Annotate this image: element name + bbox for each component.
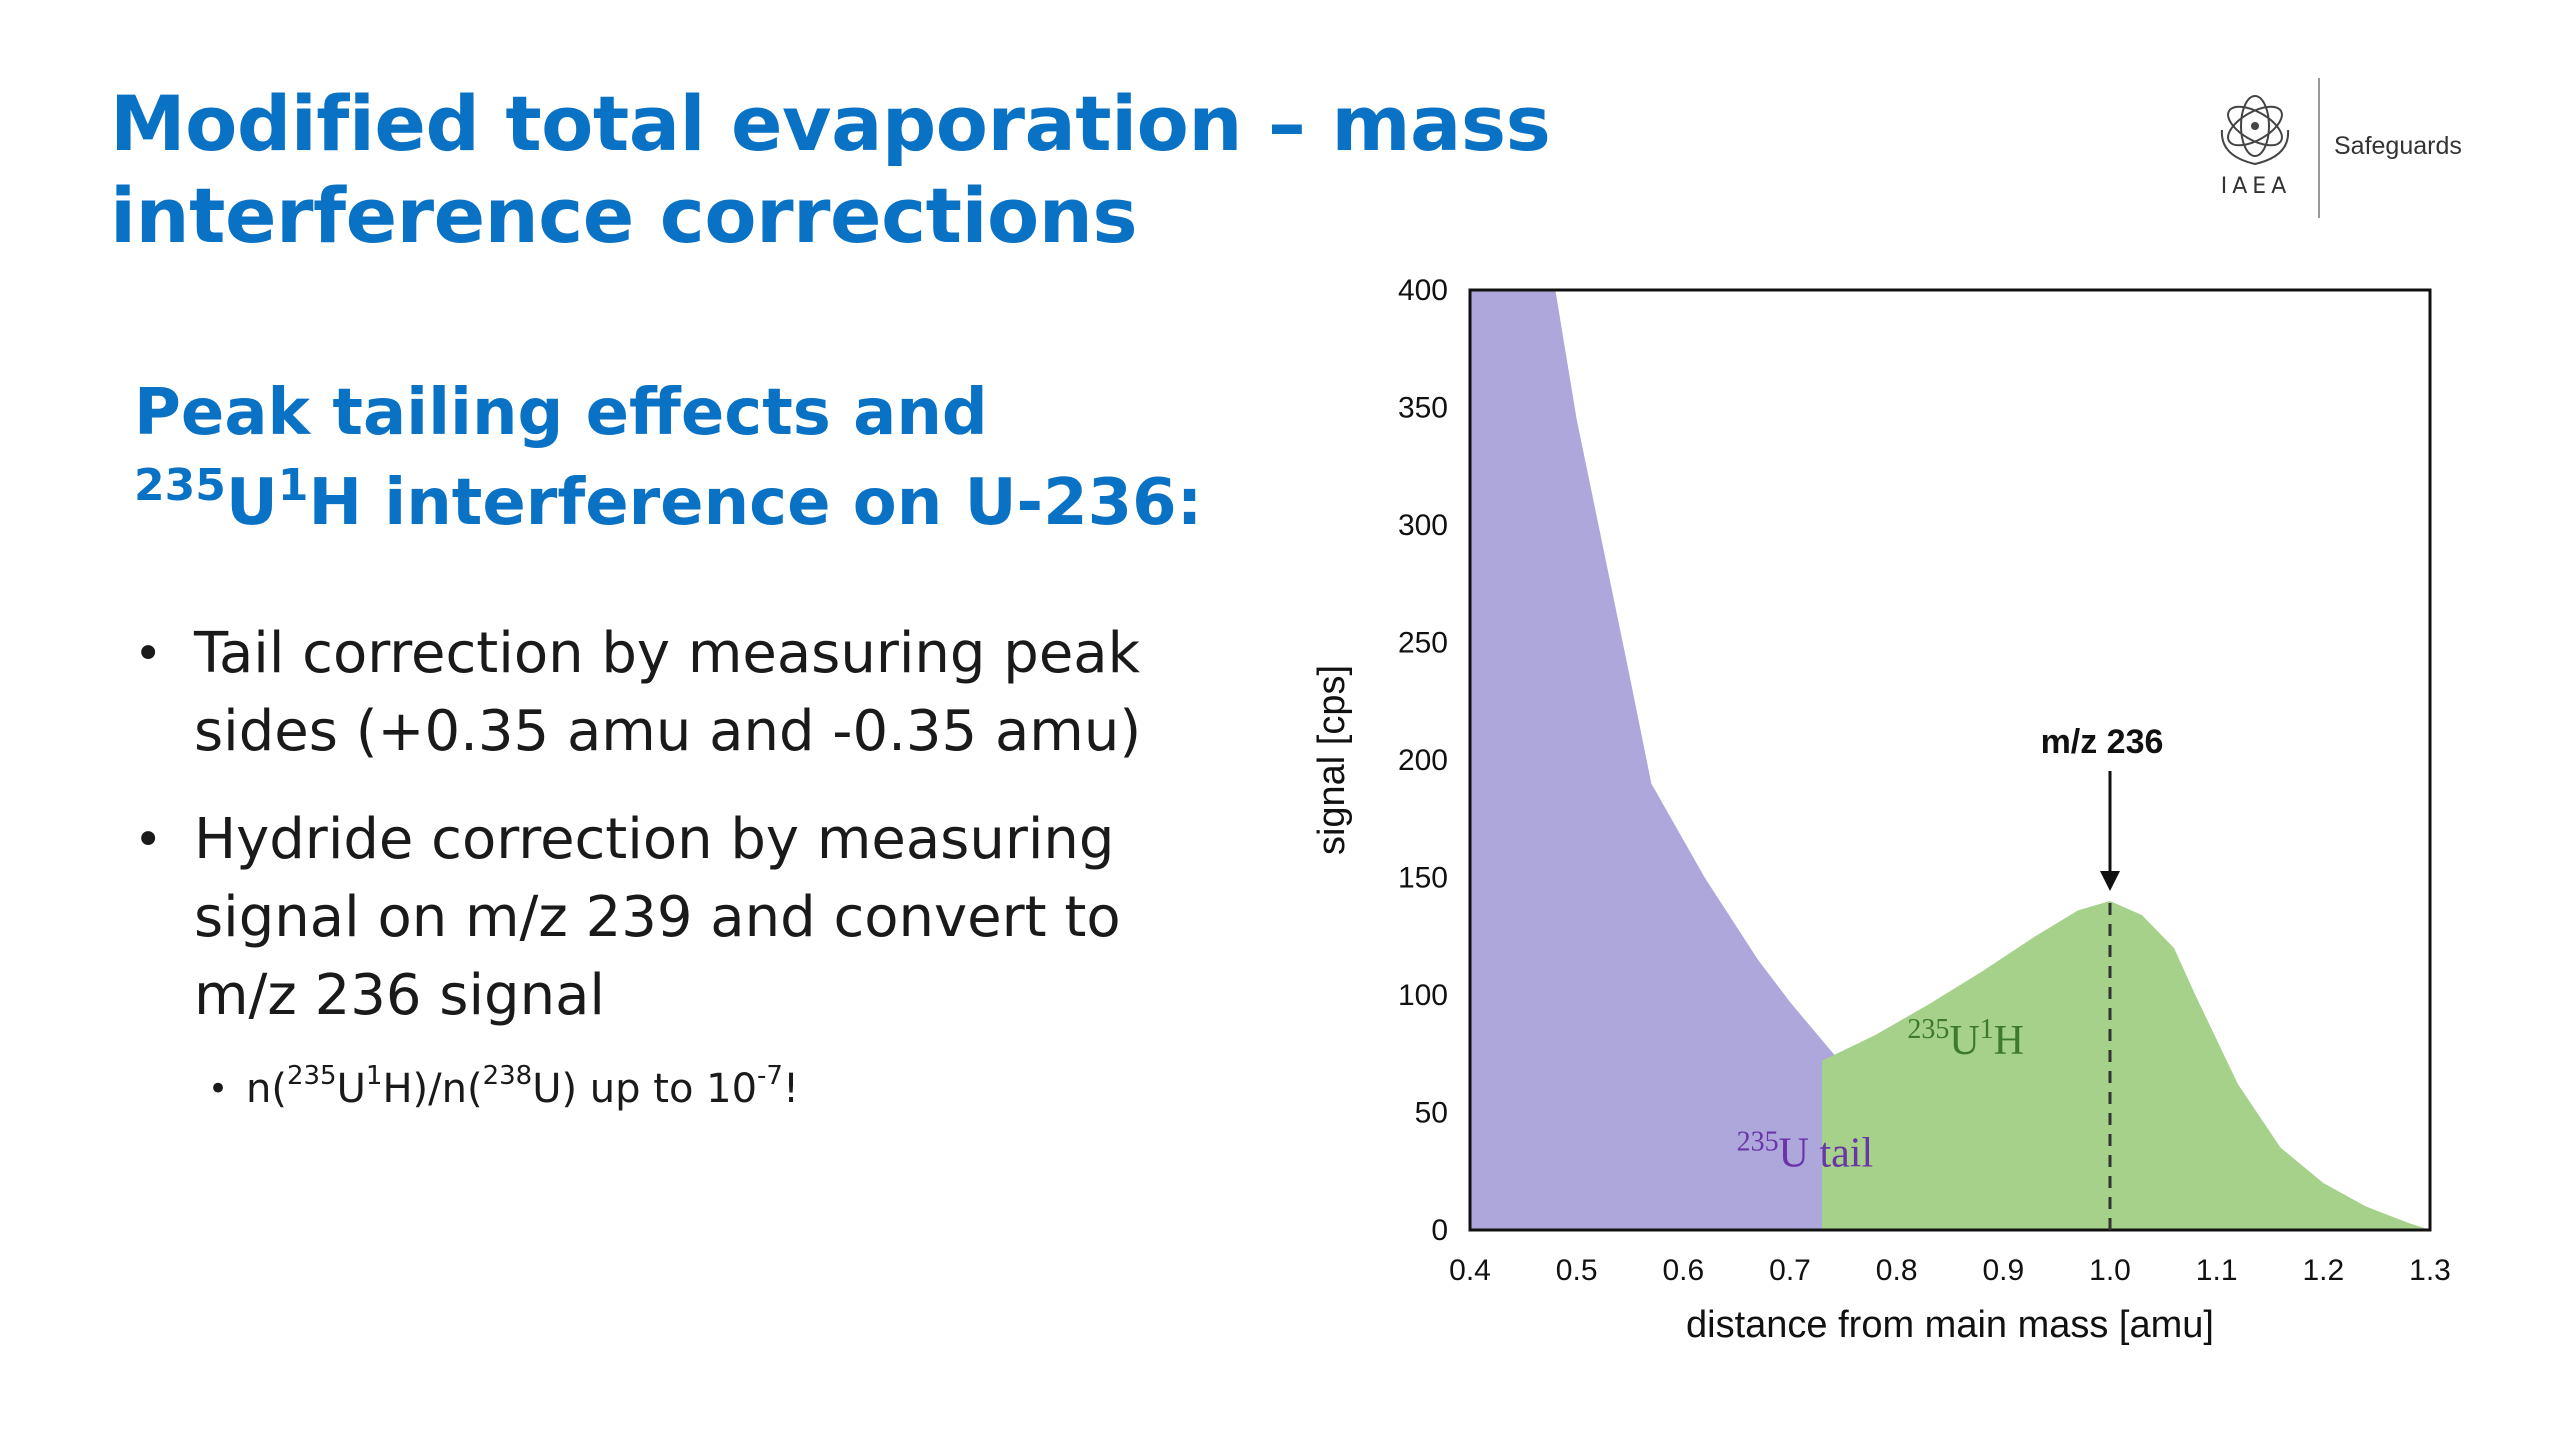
bullet-text: Hydride correction by measuring signal o… <box>194 807 1121 1028</box>
y-tick-label: 50 <box>1415 1097 1448 1130</box>
subheading-text-2: U <box>225 466 278 540</box>
x-tick-label: 0.6 <box>1662 1254 1704 1287</box>
subheading-text-3: H interference on U-236: <box>308 466 1203 540</box>
slide-title: Modified total evaporation – mass interf… <box>110 79 1551 260</box>
bullet-marker: • <box>134 812 163 868</box>
sub-bullet-text-4: U) up to 10 <box>532 1066 758 1112</box>
series-label-hydride: 235U1H <box>1907 1014 2024 1064</box>
section-subheading: Peak tailing effects and 235U1H interfer… <box>134 368 1234 548</box>
sub-bullet-sup-4: -7 <box>757 1061 783 1091</box>
series-area-1 <box>1822 901 2430 1230</box>
x-tick-label: 0.9 <box>1982 1254 2024 1287</box>
series-label-tail: 235U tail <box>1737 1126 1873 1176</box>
series-area-0 <box>1470 290 2430 1230</box>
logo-unit-label: Safeguards <box>2334 132 2462 160</box>
y-tick-label: 250 <box>1398 627 1448 660</box>
sub-bullet-item: • n(235U1H)/n(238U) up to 10-7! <box>134 1059 1234 1119</box>
x-tick-label: 0.7 <box>1769 1254 1811 1287</box>
y-tick-label: 350 <box>1398 392 1448 425</box>
x-tick-label: 0.5 <box>1556 1254 1598 1287</box>
signal-chart: 0.4 0.5 0.6 0.7 0.8 0.9 1.0 1.1 1.2 1.3 0 50 100 150 2… <box>1311 274 2451 1346</box>
y-tick-label: 400 <box>1398 274 1448 307</box>
sub-bullet-sup-1: 235 <box>286 1061 337 1091</box>
x-tick-label: 0.8 <box>1876 1254 1918 1287</box>
bullet-list: • Tail correction by measuring peak side… <box>134 615 1234 1119</box>
sub-bullet-sup-2: 1 <box>365 1061 383 1091</box>
x-tick-label: 1.0 <box>2089 1254 2131 1287</box>
subheading-sup-1: 235 <box>134 460 226 511</box>
iaea-logo: IAEA Safeguards <box>2200 78 2500 218</box>
sub-bullet-text-1: n( <box>246 1066 287 1112</box>
sub-bullet-sup-3: 238 <box>482 1061 533 1091</box>
bullet-marker: • <box>134 626 163 682</box>
logo-abbrev: IAEA <box>2220 174 2292 199</box>
x-tick-label: 0.4 <box>1449 1254 1491 1287</box>
plot-frame <box>1468 288 2432 1232</box>
bullet-text: Tail correction by measuring peak sides … <box>194 621 1142 764</box>
sub-bullet-text-5: ! <box>782 1066 800 1112</box>
bullet-item: • Tail correction by measuring peak side… <box>134 615 1234 771</box>
y-tick-label: 150 <box>1398 862 1448 895</box>
x-tick-label: 1.1 <box>2196 1254 2238 1287</box>
x-axis-label: distance from main mass [amu] <box>1686 1304 2214 1346</box>
sub-bullet-marker: • <box>208 1069 229 1109</box>
subheading-sup-2: 1 <box>277 460 309 511</box>
y-tick-label: 200 <box>1398 744 1448 777</box>
y-tick-label: 0 <box>1431 1214 1448 1247</box>
y-tick-label: 300 <box>1398 509 1448 542</box>
subheading-text-1: Peak tailing effects and <box>134 376 988 450</box>
x-tick-label: 1.3 <box>2409 1254 2451 1287</box>
y-tick-label: 100 <box>1398 979 1448 1012</box>
bullet-item: • Hydride correction by measuring signal… <box>134 801 1234 1035</box>
logo-divider <box>2318 78 2320 218</box>
sub-bullet-text-3: H)/n( <box>382 1066 483 1112</box>
sub-bullet-text-2: U <box>336 1066 366 1112</box>
y-axis-label: signal [cps] <box>1311 665 1353 855</box>
annotation-arrowhead <box>2100 871 2120 891</box>
x-tick-label: 1.2 <box>2302 1254 2344 1287</box>
iaea-emblem-icon <box>2220 95 2290 166</box>
annotation-label: m/z 236 <box>2041 723 2164 761</box>
